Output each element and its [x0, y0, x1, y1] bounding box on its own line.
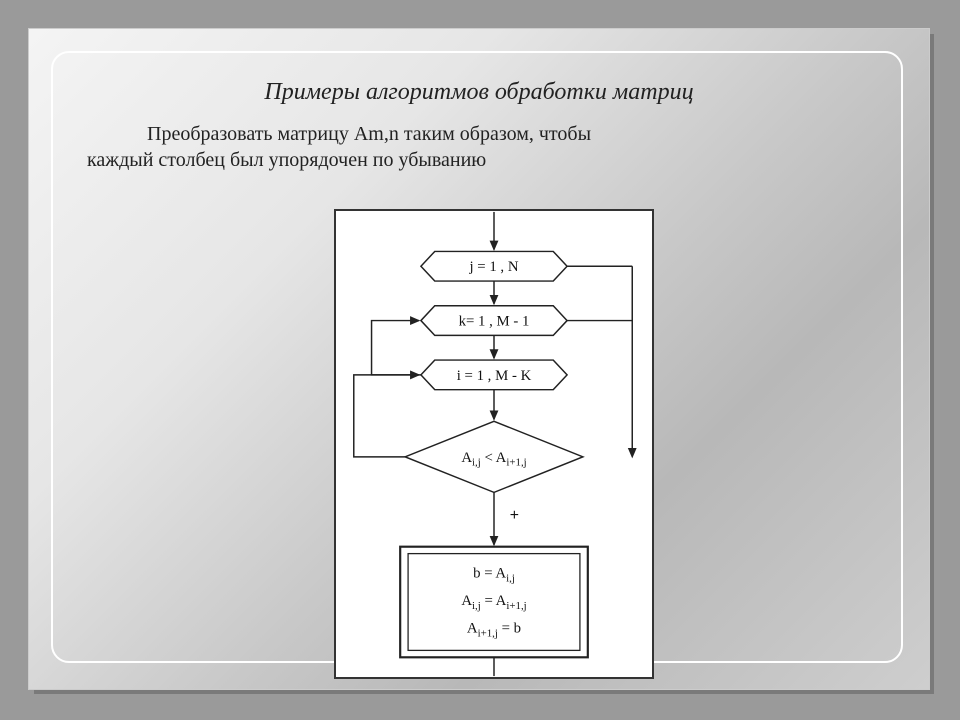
slide: Примеры алгоритмов обработки матриц Прео… — [28, 28, 930, 690]
description: Преобразовать матрицу Am,n таким образом… — [87, 121, 877, 173]
loop-k-node: k= 1 , M - 1 — [421, 306, 567, 336]
process-node: b = Ai,j Ai,j = Ai+1,j Ai+1,j = b — [400, 547, 588, 658]
desc-line-1: Преобразовать матрицу Am,n таким образом… — [87, 121, 877, 147]
page-title: Примеры алгоритмов обработки матриц — [29, 79, 929, 106]
decision-node: Ai,j < Ai+1,j — [405, 421, 583, 492]
plus-label: + — [510, 507, 519, 524]
flowchart-svg: j = 1 , N k= 1 , M - 1 i = 1 , M - K Ai,… — [336, 211, 652, 677]
loopback-k — [372, 321, 421, 375]
loop-j-node: j = 1 , N — [421, 251, 567, 281]
loop-i-node: i = 1 , M - K — [421, 360, 567, 390]
loop-k-label: k= 1 , M - 1 — [459, 314, 530, 330]
loop-i-label: i = 1 , M - K — [457, 368, 532, 384]
loopback-i — [354, 375, 419, 457]
flowchart: j = 1 , N k= 1 , M - 1 i = 1 , M - K Ai,… — [334, 209, 654, 679]
loopback-j-right — [567, 321, 632, 457]
loop-j-label: j = 1 , N — [468, 259, 518, 275]
desc-line-2: каждый столбец был упорядочен по убывани… — [87, 149, 486, 171]
